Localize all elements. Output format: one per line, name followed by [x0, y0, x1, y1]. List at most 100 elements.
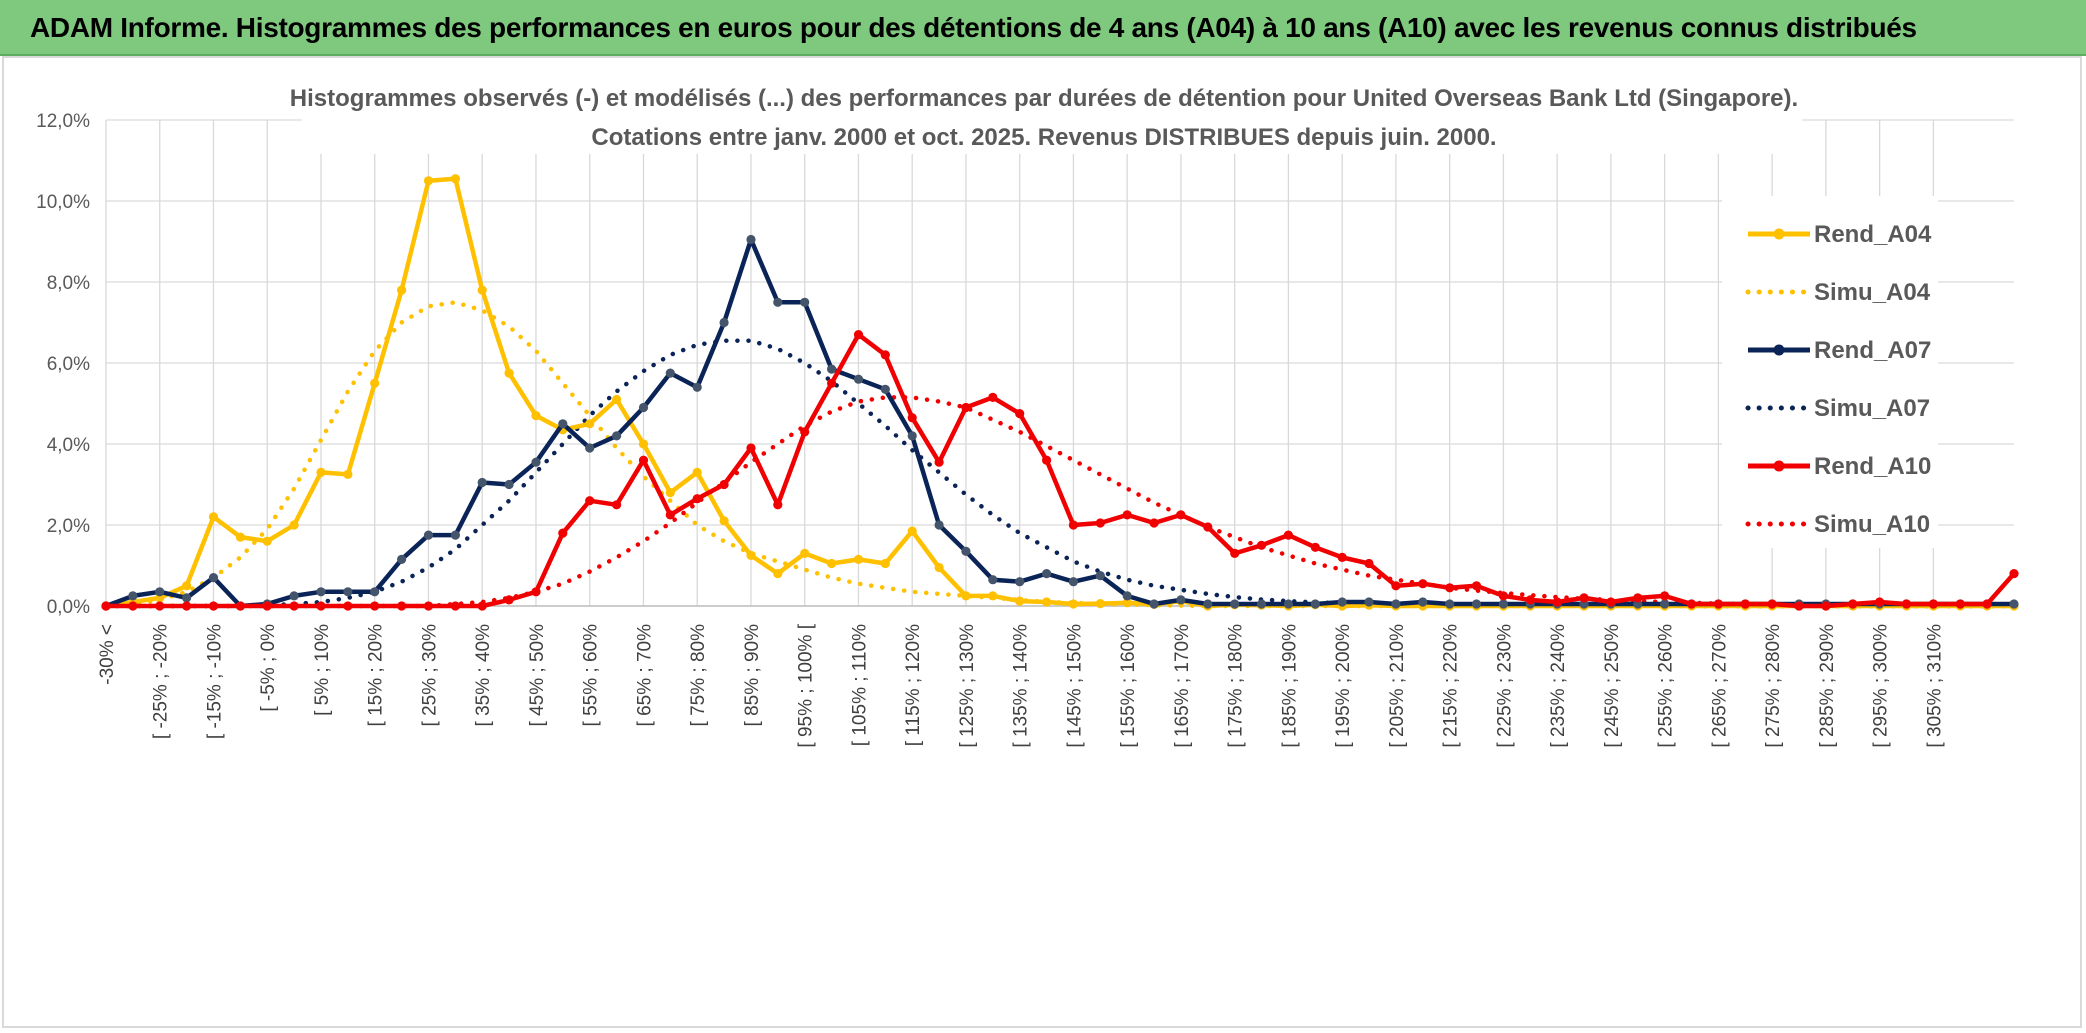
data-point-rend-a04: [235, 532, 245, 542]
data-point-rend-a10: [1364, 558, 1374, 569]
data-point-rend-a10: [477, 601, 487, 611]
data-point-rend-a10: [1310, 542, 1320, 552]
x-tick-label: [ 95% ; 100% [: [796, 623, 817, 747]
data-point-rend-a04: [450, 174, 460, 184]
data-point-rend-a10: [1579, 593, 1589, 603]
legend-label-rend-a10: Rend_A10: [1814, 453, 1931, 480]
data-point-rend-a07: [692, 382, 702, 392]
data-point-rend-a07: [853, 374, 864, 384]
data-point-rend-a10: [558, 528, 568, 538]
x-tick-label: [ 105% ; 110%: [849, 624, 870, 746]
x-tick-label: [ 55% ; 60%: [581, 624, 602, 727]
y-tick-label: 8,0%: [47, 273, 90, 294]
data-point-rend-a10: [1122, 510, 1132, 520]
y-tick-label: 2,0%: [47, 516, 90, 537]
x-tick-label: [ 275% ; 280%: [1763, 624, 1784, 748]
x-tick-label: [ -25% ; -20%: [151, 624, 172, 739]
data-point-rend-a10: [1955, 599, 1965, 609]
data-point-rend-a10: [692, 494, 702, 504]
data-point-rend-a10: [934, 457, 944, 467]
x-tick-label: [ 265% ; 270%: [1709, 624, 1730, 748]
data-point-rend-a07: [719, 317, 729, 328]
series-line-simu-a10: [103, 395, 2017, 609]
data-point-rend-a10: [155, 601, 165, 611]
data-point-rend-a10: [638, 455, 649, 465]
data-point-rend-a10: [1095, 518, 1105, 528]
data-point-rend-a10: [1149, 518, 1159, 528]
x-tick-label: [ 75% ; 80%: [688, 624, 709, 727]
data-point-rend-a04: [1095, 599, 1105, 609]
data-point-rend-a07: [961, 546, 971, 556]
data-point-rend-a10: [853, 330, 864, 340]
data-point-rend-a10: [1552, 597, 1562, 607]
x-tick-label: [ 195% ; 200%: [1333, 624, 1354, 748]
data-point-rend-a10: [1471, 581, 1482, 591]
data-point-rend-a10: [1740, 599, 1750, 609]
data-point-rend-a10: [316, 601, 326, 611]
data-point-rend-a07: [1310, 599, 1320, 609]
x-tick-label: [ 285% ; 290%: [1817, 624, 1838, 748]
data-point-rend-a10: [1203, 522, 1213, 532]
data-point-rend-a04: [800, 548, 810, 558]
legend-marker-rend-a10: [1773, 460, 1785, 472]
legend-label-rend-a04: Rend_A04: [1814, 221, 1932, 248]
data-point-rend-a10: [423, 601, 434, 611]
data-point-rend-a07: [880, 384, 890, 394]
data-point-rend-a10: [208, 601, 219, 611]
data-point-rend-a04: [907, 526, 917, 536]
data-point-rend-a07: [746, 234, 756, 245]
data-point-rend-a07: [1068, 577, 1078, 587]
data-point-rend-a04: [988, 591, 998, 601]
data-point-rend-a10: [1660, 591, 1670, 601]
x-tick-label: -30% <: [97, 624, 118, 685]
data-point-rend-a04: [423, 176, 434, 186]
data-point-rend-a10: [1230, 548, 1240, 558]
x-tick-label: [ 135% ; 140%: [1011, 624, 1032, 748]
data-point-rend-a10: [1176, 510, 1186, 520]
data-point-rend-a07: [1256, 599, 1267, 609]
data-point-rend-a07: [128, 591, 138, 601]
data-point-rend-a04: [262, 536, 272, 546]
legend-label-simu-a07: Simu_A07: [1814, 395, 1930, 422]
x-tick-label: [ 125% ; 130%: [957, 624, 978, 748]
y-tick-label: 0,0%: [47, 597, 90, 618]
data-point-rend-a04: [934, 562, 944, 573]
data-point-rend-a10: [907, 413, 917, 423]
data-point-rend-a10: [397, 601, 407, 611]
data-point-rend-a04: [1015, 596, 1025, 606]
x-tick-label: [ 235% ; 240%: [1548, 624, 1569, 748]
data-point-rend-a10: [1525, 595, 1535, 605]
data-point-rend-a10: [665, 510, 675, 520]
data-point-rend-a04: [504, 368, 514, 378]
data-point-rend-a04: [1042, 597, 1052, 607]
data-point-rend-a07: [907, 431, 917, 441]
data-point-rend-a07: [1122, 591, 1132, 601]
x-tick-label: [ 115% ; 120%: [903, 624, 924, 746]
data-point-rend-a07: [423, 530, 434, 540]
x-tick-label: [ 45% ; 50%: [527, 624, 548, 727]
data-point-rend-a07: [1445, 599, 1455, 609]
y-axis: 0,0% 2,0% 4,0% 6,0% 8,0% 10,0% 12,0%: [36, 111, 90, 618]
y-tick-label: 6,0%: [47, 354, 90, 375]
data-point-rend-a10: [450, 601, 460, 611]
data-point-rend-a07: [155, 587, 165, 597]
data-point-rend-a10: [343, 601, 353, 611]
data-point-rend-a10: [585, 496, 595, 506]
data-point-rend-a04: [208, 512, 219, 522]
data-point-rend-a07: [665, 368, 675, 378]
data-point-rend-a07: [1391, 599, 1401, 609]
data-point-rend-a04: [370, 378, 380, 388]
x-tick-label: [ 25% ; 30%: [419, 624, 440, 727]
data-point-rend-a07: [1660, 599, 1670, 609]
data-point-rend-a10: [1901, 599, 1912, 609]
chart-frame: 0,0% 2,0% 4,0% 6,0% 8,0% 10,0% 12,0% -30% < [ -…: [2, 56, 2082, 1028]
x-tick-label: [ 255% ; 260%: [1656, 624, 1677, 748]
report-banner: ADAM Informe. Histogrammes des performan…: [0, 0, 2086, 56]
data-point-rend-a04: [343, 469, 353, 479]
data-point-rend-a04: [638, 439, 649, 449]
data-point-rend-a10: [800, 427, 810, 437]
data-point-rend-a10: [1068, 520, 1078, 530]
data-point-rend-a07: [208, 573, 219, 583]
data-point-rend-a10: [370, 601, 380, 611]
data-point-rend-a07: [477, 477, 487, 488]
